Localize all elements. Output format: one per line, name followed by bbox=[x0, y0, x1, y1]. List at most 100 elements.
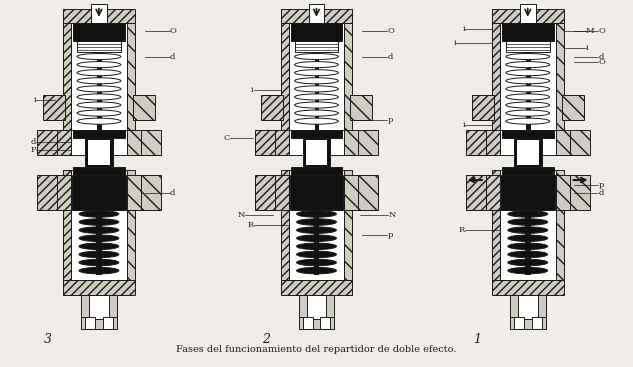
Bar bbox=[466, 175, 486, 210]
Bar bbox=[73, 23, 125, 40]
Bar bbox=[103, 317, 113, 330]
Ellipse shape bbox=[79, 268, 119, 274]
Text: R: R bbox=[248, 221, 254, 229]
Text: 1: 1 bbox=[473, 333, 481, 346]
Ellipse shape bbox=[297, 243, 336, 250]
Bar bbox=[306, 295, 327, 320]
Bar bbox=[358, 130, 379, 155]
Bar bbox=[127, 175, 141, 210]
Bar bbox=[510, 295, 546, 320]
Bar bbox=[37, 130, 57, 155]
Bar bbox=[291, 130, 342, 138]
Bar bbox=[570, 130, 589, 155]
Bar bbox=[254, 175, 275, 210]
Ellipse shape bbox=[506, 54, 549, 59]
Text: P: P bbox=[30, 146, 36, 154]
Bar bbox=[91, 4, 107, 23]
Ellipse shape bbox=[77, 78, 121, 84]
Bar bbox=[85, 130, 113, 175]
Bar bbox=[556, 170, 563, 280]
Ellipse shape bbox=[297, 219, 336, 225]
Bar bbox=[71, 23, 127, 130]
Bar bbox=[501, 175, 555, 210]
Bar bbox=[261, 95, 282, 120]
Bar bbox=[63, 170, 71, 280]
Text: N: N bbox=[388, 211, 396, 219]
Text: p: p bbox=[387, 231, 392, 239]
Bar bbox=[500, 170, 556, 280]
Text: O: O bbox=[387, 26, 394, 34]
Bar bbox=[275, 130, 289, 155]
Text: i: i bbox=[462, 121, 465, 129]
Bar bbox=[486, 175, 500, 210]
Bar bbox=[561, 95, 584, 120]
Bar bbox=[492, 9, 563, 23]
Text: R: R bbox=[459, 226, 465, 234]
Ellipse shape bbox=[297, 259, 336, 266]
Bar bbox=[289, 23, 344, 130]
Ellipse shape bbox=[506, 110, 549, 116]
Text: d: d bbox=[170, 54, 175, 62]
Bar bbox=[502, 130, 554, 138]
Ellipse shape bbox=[506, 118, 549, 124]
Bar bbox=[306, 140, 327, 165]
Bar bbox=[141, 130, 161, 155]
Bar bbox=[97, 47, 102, 135]
Bar bbox=[88, 140, 110, 165]
Bar bbox=[308, 4, 325, 23]
Bar bbox=[320, 317, 330, 330]
Bar bbox=[280, 23, 289, 130]
Bar bbox=[570, 175, 589, 210]
Text: O: O bbox=[598, 26, 605, 34]
Text: p: p bbox=[387, 116, 392, 124]
Ellipse shape bbox=[508, 251, 548, 258]
Bar bbox=[290, 175, 343, 210]
Bar bbox=[500, 23, 556, 130]
Text: N: N bbox=[237, 211, 245, 219]
Ellipse shape bbox=[77, 54, 121, 59]
Ellipse shape bbox=[294, 78, 339, 84]
Bar bbox=[127, 170, 135, 280]
Bar bbox=[63, 9, 135, 23]
Text: i: i bbox=[251, 86, 254, 94]
Text: C: C bbox=[223, 134, 230, 142]
Text: M: M bbox=[586, 26, 594, 34]
Bar bbox=[299, 295, 334, 320]
Bar bbox=[502, 167, 554, 175]
Ellipse shape bbox=[77, 86, 121, 92]
Bar bbox=[275, 175, 289, 210]
Bar bbox=[486, 130, 500, 155]
Ellipse shape bbox=[294, 94, 339, 100]
Bar bbox=[81, 295, 117, 320]
Bar bbox=[313, 208, 320, 275]
Ellipse shape bbox=[297, 268, 336, 274]
Bar bbox=[492, 280, 563, 295]
Text: d: d bbox=[387, 54, 392, 62]
Bar bbox=[299, 317, 334, 330]
Ellipse shape bbox=[79, 235, 119, 241]
Bar bbox=[556, 175, 570, 210]
Bar bbox=[280, 9, 353, 23]
Bar bbox=[506, 40, 549, 52]
Bar bbox=[492, 170, 500, 280]
Ellipse shape bbox=[508, 227, 548, 233]
Ellipse shape bbox=[506, 78, 549, 84]
Ellipse shape bbox=[297, 211, 336, 217]
Bar bbox=[77, 40, 121, 52]
Bar bbox=[81, 317, 117, 330]
Ellipse shape bbox=[79, 251, 119, 258]
Bar bbox=[510, 317, 546, 330]
Ellipse shape bbox=[506, 62, 549, 68]
Ellipse shape bbox=[77, 102, 121, 108]
Ellipse shape bbox=[294, 86, 339, 92]
Ellipse shape bbox=[79, 219, 119, 225]
Text: i: i bbox=[586, 44, 588, 51]
Ellipse shape bbox=[508, 219, 548, 225]
Ellipse shape bbox=[297, 227, 336, 233]
Text: 3: 3 bbox=[44, 333, 52, 346]
Bar bbox=[289, 170, 344, 280]
Ellipse shape bbox=[508, 268, 548, 274]
Ellipse shape bbox=[79, 243, 119, 250]
Ellipse shape bbox=[506, 86, 549, 92]
Bar bbox=[133, 95, 154, 120]
